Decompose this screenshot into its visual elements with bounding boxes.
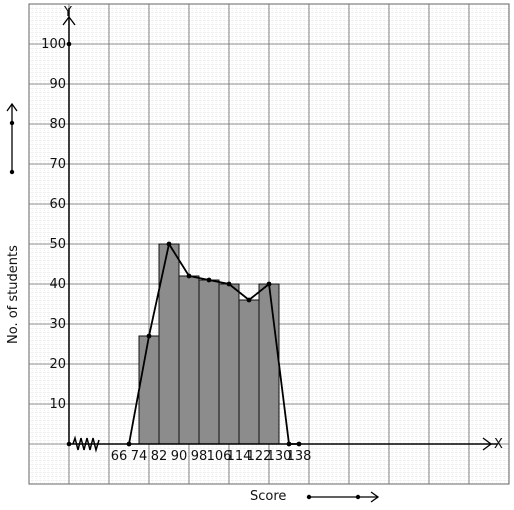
y-tick-label: 90 [49, 77, 66, 92]
x-axis-letter: X [494, 437, 503, 452]
y-tick-label: 50 [49, 237, 66, 252]
x-tick-label: 114 [227, 449, 252, 464]
histogram-bar [198, 279, 220, 445]
polygon-point [226, 281, 232, 287]
y-axis-letter: Y [63, 5, 72, 20]
x-tick-label: 90 [171, 449, 188, 464]
polygon-point [186, 273, 192, 279]
polygon-point [166, 241, 172, 247]
x-direction-arrow [306, 491, 380, 503]
x-axis-title: Score [250, 489, 286, 504]
x-tick-label: 106 [207, 449, 232, 464]
polygon-point [246, 297, 252, 303]
histogram-bar [258, 283, 280, 445]
y-top-point [66, 41, 72, 47]
y-axis-title: No. of students [6, 245, 21, 344]
y-tick-labels: 10 20 30 40 50 60 70 80 90 100 [41, 37, 66, 412]
x-tick-label: 98 [191, 449, 208, 464]
y-tick-label: 100 [41, 37, 66, 52]
polygon-point [286, 441, 292, 447]
polygon-point [126, 441, 132, 447]
frequency-polygon [126, 241, 302, 447]
y-direction-arrow [6, 102, 18, 175]
y-tick-label: 10 [49, 397, 66, 412]
x-tick-label: 74 [131, 449, 148, 464]
y-tick-label: 40 [49, 277, 66, 292]
y-axis-arrowhead [62, 15, 76, 26]
y-tick-label: 20 [49, 357, 66, 372]
x-tick-label: 138 [287, 449, 312, 464]
polygon-point [206, 277, 212, 283]
histogram-bar [218, 283, 240, 445]
polygon-point [266, 281, 272, 287]
histogram-bar [178, 275, 200, 445]
y-tick-label: 30 [49, 317, 66, 332]
histogram-bar [238, 299, 260, 445]
y-tick-label: 80 [49, 117, 66, 132]
polygon-line [128, 241, 299, 445]
axes: X Y [62, 5, 503, 453]
x-tick-label: 122 [247, 449, 272, 464]
polygon-point [296, 441, 302, 447]
x-tick-label: 130 [267, 449, 292, 464]
x-tick-label: 82 [151, 449, 168, 464]
x-axis-arrowhead [482, 437, 493, 451]
x-tick-label: 66 [111, 449, 128, 464]
axis-break-zigzag [72, 435, 100, 453]
origin-point [66, 441, 72, 447]
y-tick-label: 70 [49, 157, 66, 172]
y-tick-label: 60 [49, 197, 66, 212]
polygon-point [146, 333, 152, 339]
histogram-bar [138, 335, 160, 445]
